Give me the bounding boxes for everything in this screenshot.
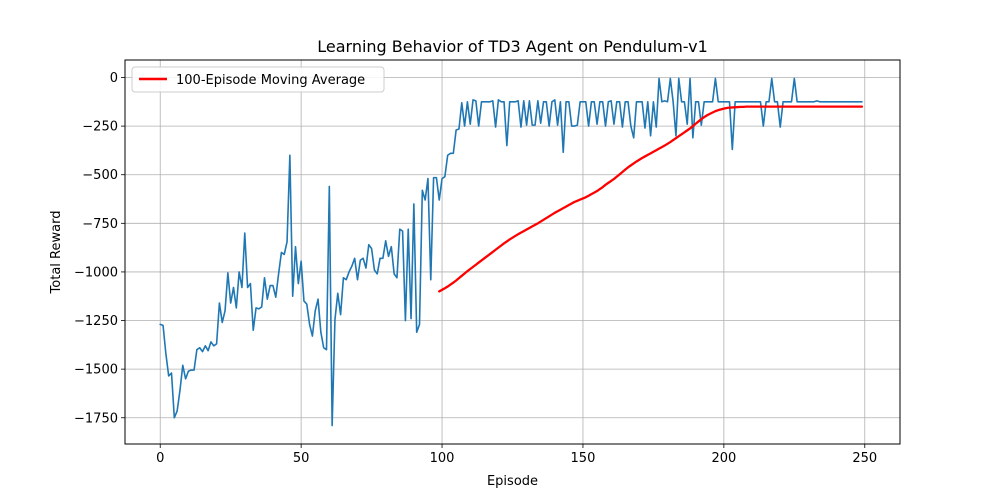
y-tick-label: −250: [82, 120, 118, 135]
y-tick-label: −1750: [74, 411, 118, 426]
tick-layer: 0 50 100 150 200 250 0 −250 −500 −750 −1000 −1250 −1…: [74, 71, 877, 466]
x-tick-label: 100: [430, 451, 455, 466]
grid-layer: [125, 60, 900, 444]
plot-frame: [124, 59, 901, 445]
x-axis-label: Episode: [487, 474, 538, 489]
legend-label: 100-Episode Moving Average: [176, 73, 365, 88]
x-tick-label: 150: [571, 451, 596, 466]
x-tick-label: 200: [711, 451, 736, 466]
legend-box: [131, 66, 385, 93]
y-tick-label: 0: [110, 71, 118, 86]
reward-series-line: [159, 77, 863, 427]
y-tick-label: −1500: [74, 363, 118, 378]
x-tick-label: 250: [852, 451, 877, 466]
y-tick-label: −750: [82, 217, 118, 232]
y-tick-label: −1000: [74, 265, 118, 280]
series-layer: [159, 77, 864, 427]
chart-title: Learning Behavior of TD3 Agent on Pendul…: [317, 37, 708, 56]
y-tick-label: −1250: [74, 314, 118, 329]
moving-average-line: [438, 105, 864, 293]
x-tick-label: 0: [156, 451, 164, 466]
legend: 100-Episode Moving Average: [131, 66, 385, 93]
x-tick-label: 50: [293, 451, 310, 466]
y-axis-label: Total Reward: [49, 211, 64, 295]
y-tick-label: −500: [82, 168, 118, 183]
